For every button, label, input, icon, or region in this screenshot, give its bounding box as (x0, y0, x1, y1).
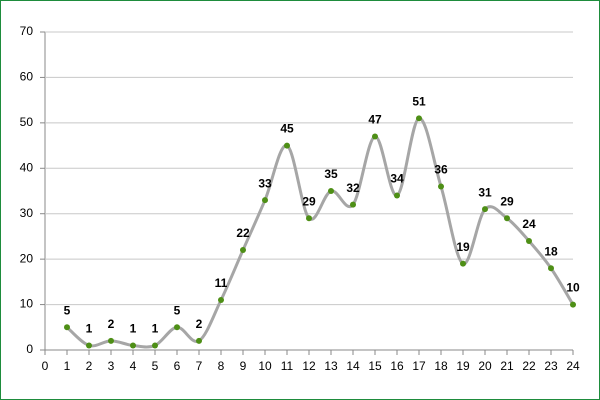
marker (482, 206, 488, 213)
data-label: 45 (280, 122, 294, 136)
marker (504, 215, 510, 222)
data-label: 24 (522, 217, 536, 231)
marker (86, 342, 92, 349)
x-tick-label: 8 (218, 359, 225, 373)
x-tick-label: 10 (258, 359, 272, 373)
x-tick-label: 14 (346, 359, 360, 373)
marker (284, 142, 290, 149)
marker (570, 301, 576, 308)
x-tick-label: 18 (434, 359, 448, 373)
marker (130, 342, 136, 349)
x-tick-label: 1 (64, 359, 71, 373)
y-tick-label: 0 (26, 342, 33, 356)
data-label: 1 (86, 322, 93, 336)
x-tick-label: 7 (196, 359, 203, 373)
data-label: 11 (215, 276, 228, 290)
marker (460, 260, 466, 267)
data-label: 33 (258, 176, 272, 190)
marker (196, 337, 202, 344)
y-tick-label: 70 (20, 24, 34, 38)
marker (152, 342, 158, 349)
data-label: 18 (544, 244, 558, 258)
marker (306, 215, 312, 222)
data-label: 1 (130, 322, 137, 336)
data-label: 29 (500, 194, 514, 208)
marker (64, 324, 70, 331)
x-tick-label: 11 (281, 359, 294, 373)
marker (262, 197, 268, 204)
data-label: 19 (456, 240, 470, 254)
marker (526, 237, 532, 244)
x-tick-label: 22 (522, 359, 536, 373)
marker (548, 265, 554, 272)
data-label: 5 (64, 303, 71, 317)
marker (416, 115, 422, 122)
data-label: 29 (302, 194, 316, 208)
x-tick-label: 9 (240, 359, 247, 373)
x-tick-label: 0 (42, 359, 49, 373)
x-tick-label: 23 (544, 359, 558, 373)
data-label: 36 (434, 163, 448, 177)
y-tick-label: 30 (20, 206, 34, 220)
data-label: 47 (368, 113, 382, 127)
marker (218, 297, 224, 304)
data-label: 10 (566, 281, 580, 295)
x-tick-label: 13 (324, 359, 338, 373)
data-label: 5 (174, 303, 181, 317)
x-tick-label: 17 (412, 359, 426, 373)
x-tick-label: 24 (566, 359, 580, 373)
data-label: 35 (324, 167, 338, 181)
data-label: 31 (478, 185, 492, 199)
marker (174, 324, 180, 331)
marker (328, 188, 334, 194)
marker (240, 247, 246, 254)
x-tick-label: 4 (130, 359, 137, 373)
y-tick-label: 60 (20, 70, 34, 84)
marker (394, 192, 400, 199)
x-tick-label: 12 (302, 359, 316, 373)
y-tick-label: 20 (20, 251, 34, 265)
y-tick-label: 50 (20, 115, 34, 129)
data-label: 2 (196, 317, 203, 331)
x-tick-label: 19 (456, 359, 470, 373)
marker (372, 133, 378, 140)
data-label: 22 (236, 226, 250, 240)
y-tick-label: 10 (20, 297, 34, 311)
marker (108, 337, 114, 344)
data-label: 34 (390, 172, 404, 186)
data-label: 51 (412, 94, 426, 108)
data-label: 2 (108, 317, 115, 331)
x-tick-label: 6 (174, 359, 181, 373)
data-label: 1 (152, 322, 159, 336)
marker (350, 201, 356, 208)
x-tick-label: 20 (478, 359, 492, 373)
x-tick-label: 3 (108, 359, 115, 373)
y-tick-label: 40 (20, 160, 34, 174)
x-tick-label: 21 (500, 359, 514, 373)
x-tick-label: 5 (152, 359, 159, 373)
x-tick-label: 16 (390, 359, 404, 373)
marker (438, 183, 444, 190)
x-tick-label: 2 (86, 359, 93, 373)
x-tick-label: 15 (368, 359, 382, 373)
data-label: 32 (346, 181, 360, 195)
